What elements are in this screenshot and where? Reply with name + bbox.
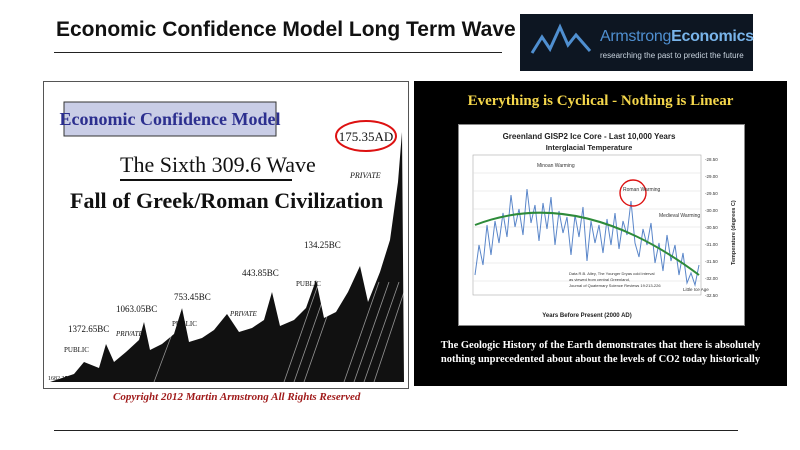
- trend-curve: [474, 211, 700, 276]
- roman-warming-circle: [619, 179, 647, 207]
- peak-label-0: 1682.25BC: [48, 376, 76, 382]
- y-tick-4: -30.50: [705, 225, 718, 230]
- logo-name: ArmstrongEconomics: [600, 28, 754, 46]
- ice-core-chart: Greenland GISP2 Ice Core - Last 10,000 Y…: [458, 124, 745, 326]
- wave-heading: Fall of Greek/Roman Civilization: [70, 188, 383, 213]
- logo-name-part2: Economics: [671, 28, 754, 45]
- banner-box: [63, 101, 277, 137]
- caption-line-1: The Geologic History of the Earth demons…: [440, 340, 761, 351]
- ecm-chart-graphic: Economic Confidence Model The Sixth 309.…: [48, 101, 405, 383]
- ice-plot-area: [472, 154, 702, 296]
- logo-name-part1: Armstrong: [600, 28, 672, 45]
- ice-x-axis-label: Years Before Present (2000 AD): [542, 313, 632, 319]
- ecm-wave-hatching: [153, 281, 405, 383]
- phase-label-3: PRIVATE: [229, 310, 258, 318]
- ice-chart-title: Greenland GISP2 Ice Core - Last 10,000 Y…: [503, 132, 676, 141]
- title-divider: [54, 52, 502, 53]
- y-tick-2: -29.50: [705, 191, 718, 196]
- y-tick-0: -28.50: [705, 157, 718, 162]
- y-tick-6: -31.50: [705, 259, 718, 264]
- slide-title: Economic Confidence Model Long Term Wave: [56, 18, 516, 41]
- source-note-2: Journal of Quaternary Science Reviews 19…: [569, 283, 661, 288]
- source-note-1: as viewed from central Greenland,: [569, 277, 630, 282]
- ice-y-axis-label: Temperature (degrees C): [731, 200, 737, 265]
- annotation-roman: Roman Warming: [623, 187, 661, 193]
- y-tick-1: -29.00: [705, 174, 718, 179]
- phase-label-5: PRIVATE: [349, 171, 381, 180]
- copyright-text: Copyright 2012 Martin Armstrong All Righ…: [113, 391, 361, 403]
- logo-tagline: researching the past to predict the futu…: [600, 51, 744, 60]
- peak-label-1: 1372.65BC: [68, 324, 109, 334]
- ice-core-panel: Everything is Cyclical - Nothing is Line…: [414, 81, 787, 386]
- ice-gridlines: [473, 172, 701, 282]
- banner-text: Economic Confidence Model: [60, 109, 281, 129]
- cyclical-headline: Everything is Cyclical - Nothing is Line…: [467, 93, 734, 109]
- bottom-divider: [54, 430, 738, 431]
- peak-label-4: 443.85BC: [242, 268, 279, 278]
- peak-label-3: 753.45BC: [174, 292, 211, 302]
- ecm-chart-panel: Economic Confidence Model The Sixth 309.…: [43, 81, 409, 389]
- y-tick-7: -32.00: [705, 276, 718, 281]
- peak-label-6: 175.35AD: [339, 129, 394, 144]
- wave-subtitle: The Sixth 309.6 Wave: [120, 152, 316, 177]
- annotation-minoan: Minoan Warming: [537, 163, 575, 169]
- source-note-0: Data R.B. Alley, The Younger Dryas cold …: [569, 271, 655, 276]
- y-tick-8: -32.50: [705, 293, 718, 298]
- annotation-little-ice-age: Little Ice Age: [683, 287, 709, 292]
- armstrong-logo: ArmstrongEconomics researching the past …: [520, 14, 754, 71]
- peak-label-5: 134.25BC: [304, 240, 341, 250]
- caption-line-2: nothing unprecedented about about the le…: [440, 354, 761, 365]
- phase-label-0: PUBLIC: [64, 346, 89, 354]
- ice-core-graphic: Greenland GISP2 Ice Core - Last 10,000 Y…: [472, 132, 737, 319]
- phase-label-1: PRIVATE: [115, 330, 144, 338]
- phase-label-2: PUBLIC: [172, 320, 197, 328]
- peak-highlight-circle: [335, 120, 397, 152]
- phase-label-4: PUBLIC: [296, 280, 321, 288]
- peak-label-2: 1063.05BC: [116, 304, 157, 314]
- ice-chart-subtitle: Interglacial Temperature: [546, 143, 633, 152]
- ice-core-caption: The Geologic History of the Earth demons…: [424, 339, 777, 367]
- annotation-medieval: Medieval Warming: [659, 213, 700, 219]
- y-tick-5: -31.00: [705, 242, 718, 247]
- wave-logo-icon: [530, 23, 592, 54]
- y-tick-3: -30.00: [705, 208, 718, 213]
- temperature-series-line: [474, 188, 700, 287]
- ice-y-ticks: -28.50 -29.00 -29.50 -30.00 -30.50 -31.0…: [705, 157, 718, 298]
